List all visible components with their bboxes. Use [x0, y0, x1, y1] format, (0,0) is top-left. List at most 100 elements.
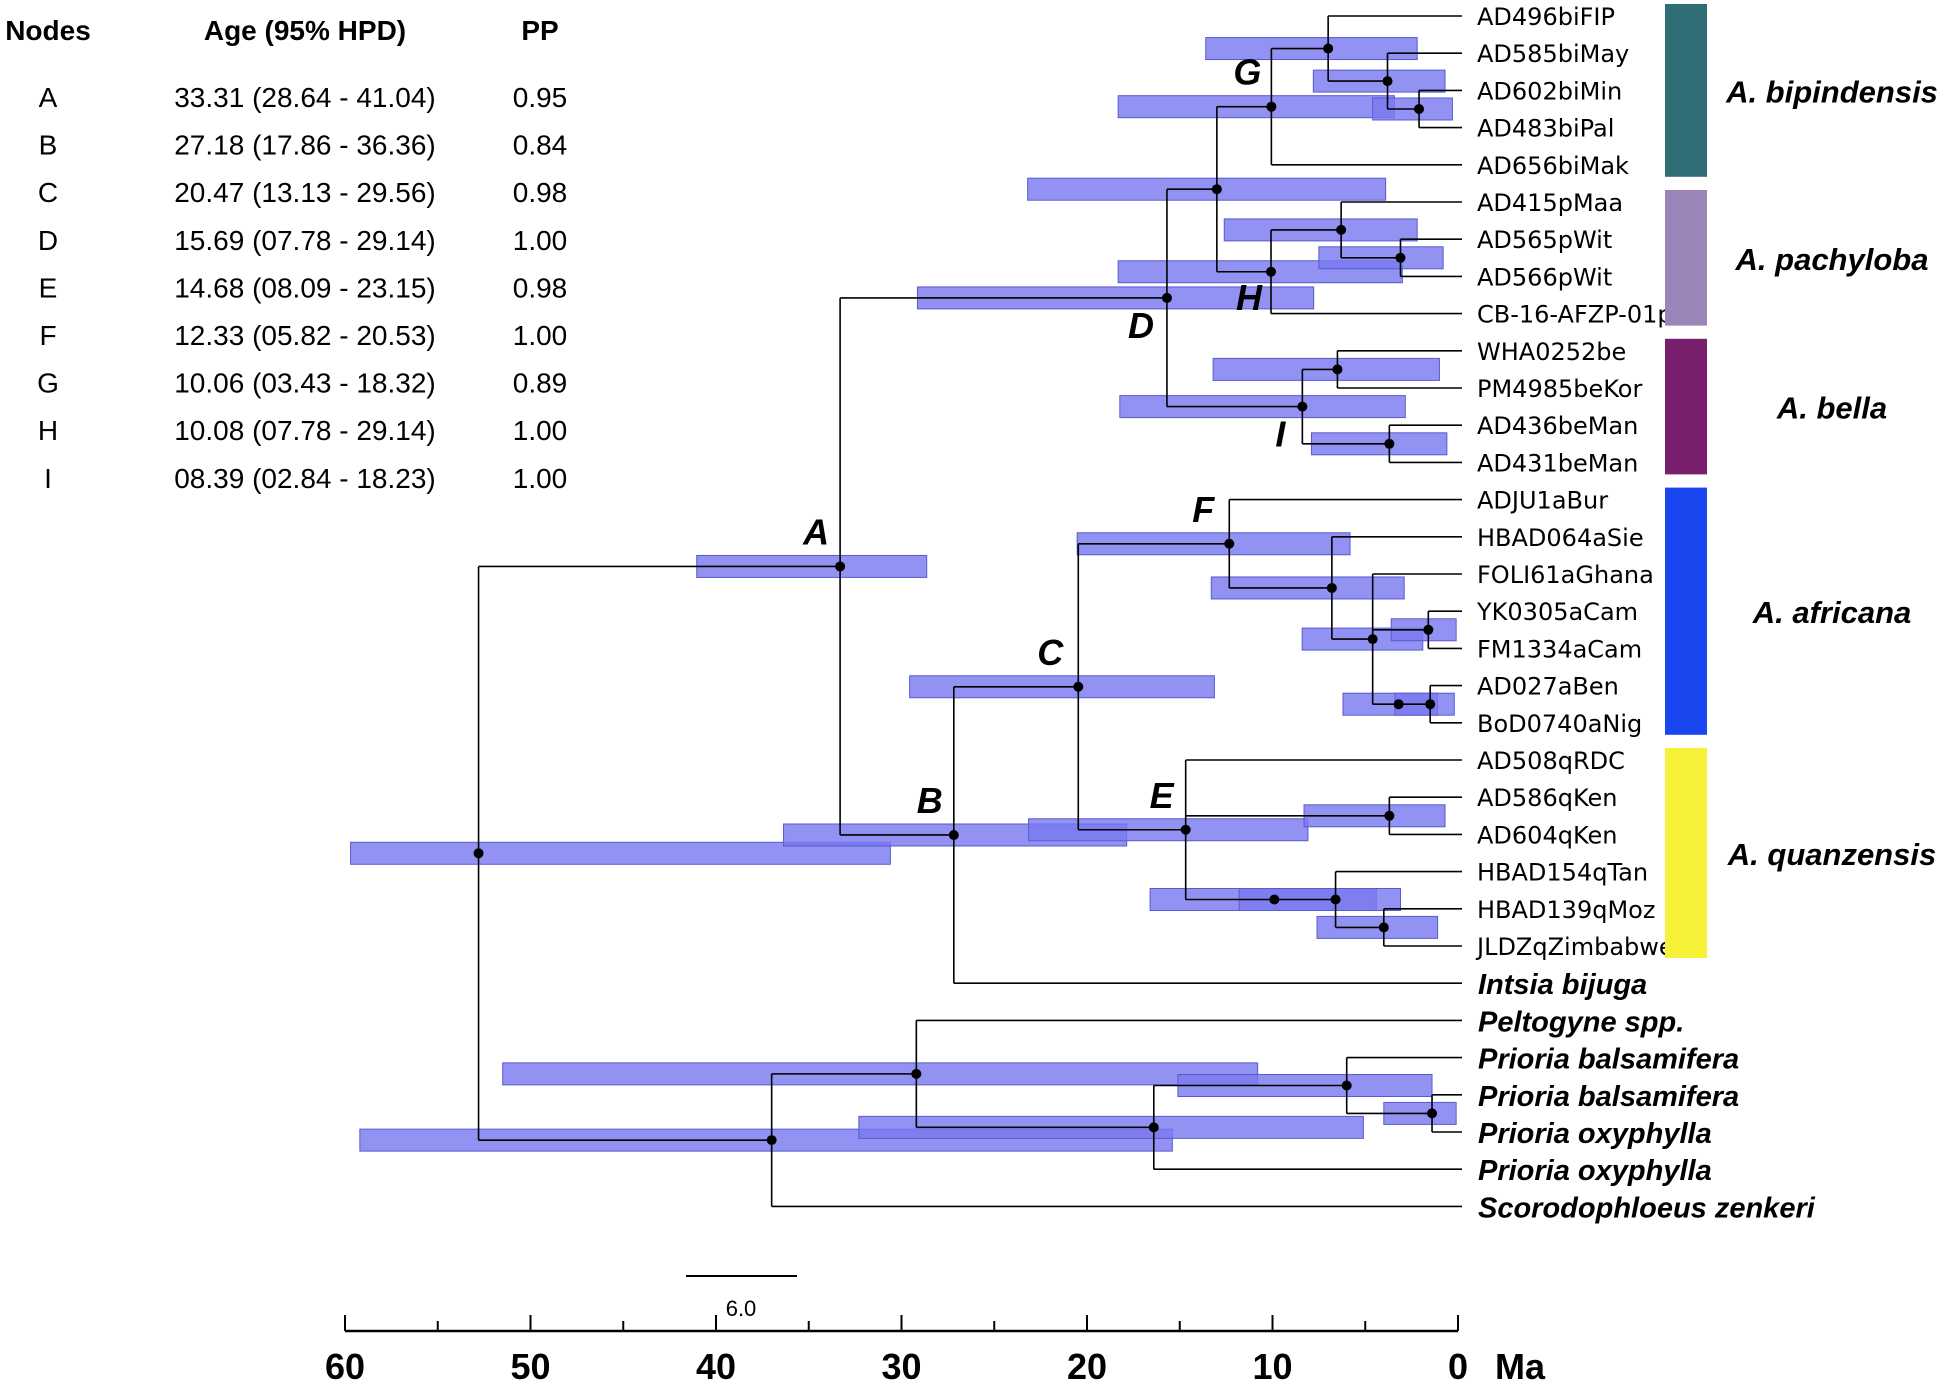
table-node-F: F: [39, 320, 56, 351]
node-dot-I2: [1384, 438, 1395, 449]
node-dot-DG: [1211, 184, 1222, 195]
table-age-A: 33.31 (28.64 - 41.04): [174, 82, 436, 113]
axis-tick-label-50: 50: [510, 1346, 550, 1387]
node-dot-ROOT: [473, 848, 484, 859]
tip-label-7: AD566pWit: [1477, 263, 1612, 291]
node-dot-P3: [1341, 1080, 1352, 1091]
tip-label-18: AD027aBen: [1477, 673, 1619, 701]
tip-label-5: AD415pMaa: [1477, 189, 1623, 217]
node-dot-I1: [1332, 364, 1343, 375]
node-dot-H2: [1395, 252, 1406, 263]
node-dot-D: [1161, 292, 1172, 303]
tip-label-25: JLDZqZimbabwe: [1475, 933, 1674, 961]
table-age-F: 12.33 (05.82 - 20.53): [174, 320, 436, 351]
table-pp-D: 1.00: [513, 225, 568, 256]
clade-label-2: A. bella: [1776, 391, 1887, 426]
tip-label-28: Prioria balsamifera: [1478, 1044, 1739, 1076]
clade-label-4: A. quanzensis: [1727, 837, 1936, 872]
node-dot-E1: [1384, 810, 1395, 821]
node-dot-G3: [1414, 104, 1425, 114]
tip-label-2: AD602biMin: [1477, 77, 1622, 105]
table-node-D: D: [38, 225, 58, 256]
tip-label-23: HBAD154qTan: [1477, 859, 1648, 887]
tip-label-15: FOLI61aGhana: [1477, 561, 1654, 589]
clade-label-3: A. africana: [1752, 595, 1912, 630]
axis-tick-label-20: 20: [1067, 1346, 1107, 1387]
tip-label-14: HBAD064aSie: [1477, 524, 1644, 552]
clade-label-1: A. pachyloba: [1735, 242, 1929, 277]
node-dot-P4: [1427, 1108, 1438, 1119]
node-dot-F2: [1367, 634, 1378, 645]
node-label-B: B: [917, 780, 943, 821]
table-node-E: E: [39, 272, 58, 303]
tip-label-11: AD436beMan: [1477, 412, 1638, 440]
table-node-A: A: [39, 82, 58, 113]
tip-label-8: CB-16-AFZP-01p: [1477, 301, 1673, 329]
node-dot-F4: [1393, 699, 1404, 710]
tip-label-24: HBAD139qMoz: [1477, 896, 1655, 924]
table-pp-H: 1.00: [513, 415, 568, 446]
table-pp-A: 0.95: [513, 82, 568, 113]
node-dot-G2: [1382, 76, 1393, 87]
node-dot-P1: [911, 1068, 922, 1079]
tip-label-21: AD586qKen: [1477, 784, 1617, 812]
node-dot-H1: [1336, 224, 1347, 235]
node-dot-C: [1073, 681, 1084, 692]
tip-label-20: AD508qRDC: [1477, 747, 1625, 775]
tip-label-22: AD604qKen: [1477, 821, 1617, 849]
node-label-E: E: [1150, 775, 1175, 816]
tip-label-16: YK0305aCam: [1476, 598, 1638, 626]
node-dot-P2: [1148, 1122, 1159, 1133]
axis-tick-label-30: 30: [881, 1346, 921, 1387]
clade-bar-1: [1665, 190, 1707, 326]
axis-tick-label-40: 40: [696, 1346, 736, 1387]
axis-tick-label-10: 10: [1252, 1346, 1292, 1387]
node-dot-P0: [766, 1135, 777, 1146]
node-dot-F: [1224, 538, 1235, 549]
node-dot-F5: [1425, 699, 1436, 710]
node-dot-F3: [1423, 624, 1434, 635]
table-node-H: H: [38, 415, 58, 446]
node-dot-G: [1266, 101, 1277, 112]
table-age-G: 10.06 (03.43 - 18.32): [174, 368, 436, 399]
node-dot-E: [1180, 824, 1191, 835]
node-dot-G1: [1323, 43, 1334, 54]
tip-label-1: AD585biMay: [1477, 40, 1629, 68]
node-dot-E2: [1269, 894, 1280, 905]
node-dot-A: [835, 561, 846, 572]
tip-label-26: Intsia bijuga: [1478, 969, 1647, 1001]
clade-label-0: A. bipindensis: [1725, 74, 1938, 109]
node-label-I: I: [1275, 414, 1286, 455]
hpd-bar-ROOT: [350, 841, 891, 865]
tip-label-6: AD565pWit: [1477, 226, 1612, 254]
node-label-H: H: [1236, 277, 1263, 318]
clade-bar-4: [1665, 748, 1707, 958]
table-pp-I: 1.00: [513, 463, 568, 494]
node-dot-I: [1297, 401, 1308, 412]
table-pp-B: 0.84: [513, 130, 568, 161]
tip-label-17: FM1334aCam: [1477, 635, 1642, 663]
table-pp-G: 0.89: [513, 368, 568, 399]
scale-bar-label: 6.0: [726, 1296, 757, 1321]
node-label-G: G: [1233, 52, 1261, 93]
node-label-A: A: [802, 511, 829, 552]
clade-bar-0: [1665, 4, 1707, 177]
tip-label-30: Prioria oxyphylla: [1478, 1118, 1712, 1150]
tip-label-0: AD496biFIP: [1477, 3, 1615, 31]
node-dot-E4: [1378, 922, 1389, 933]
tip-label-29: Prioria balsamifera: [1478, 1081, 1739, 1113]
clade-bar-3: [1665, 487, 1707, 735]
node-dot-E3: [1330, 894, 1341, 905]
axis-tick-label-60: 60: [325, 1346, 365, 1387]
table-pp-C: 0.98: [513, 177, 568, 208]
table-age-E: 14.68 (08.09 - 23.15): [174, 272, 436, 303]
tip-label-32: Scorodophloeus zenkeri: [1478, 1192, 1816, 1224]
table-header-0: Nodes: [5, 15, 91, 46]
tip-label-10: PM4985beKor: [1477, 375, 1642, 403]
table-header-1: Age (95% HPD): [204, 15, 406, 46]
node-label-D: D: [1128, 305, 1154, 346]
tip-label-3: AD483biPal: [1477, 115, 1614, 143]
table-pp-E: 0.98: [513, 272, 568, 303]
